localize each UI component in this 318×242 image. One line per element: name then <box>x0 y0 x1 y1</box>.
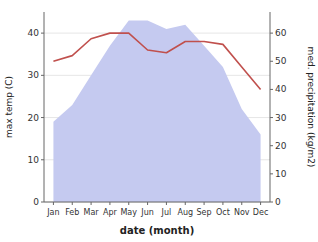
y-tick-label: 40 <box>28 28 40 38</box>
y-tick-label: 10 <box>28 155 40 165</box>
x-tick-label: Mar <box>84 208 100 217</box>
x-tick <box>222 202 223 205</box>
x-tick-label: Apr <box>103 208 118 217</box>
y-tick-label: 20 <box>28 113 40 123</box>
y2-tick-label: 60 <box>275 28 287 38</box>
y-tick <box>41 117 44 118</box>
x-tick <box>147 202 148 205</box>
grid-line <box>44 202 270 203</box>
y-tick <box>41 202 44 203</box>
x-tick-label: Jul <box>161 208 172 217</box>
x-tick <box>128 202 129 205</box>
y2-tick-label: 40 <box>275 84 287 94</box>
line <box>53 33 260 89</box>
x-tick <box>241 202 242 205</box>
x-tick-label: Jan <box>46 208 59 217</box>
x-tick <box>166 202 167 205</box>
plot-area <box>53 20 260 202</box>
y2-tick-label: 50 <box>275 56 287 66</box>
y-tick <box>41 159 44 160</box>
y2-axis-label: med. precipitation (kg/m2) <box>306 47 316 168</box>
x-tick-label: Feb <box>65 208 79 217</box>
y2-tick-label: 20 <box>275 141 287 151</box>
y-axis-label: max temp (C) <box>4 76 14 138</box>
x-tick <box>185 202 186 205</box>
y-tick-label: 0 <box>33 197 39 207</box>
x-tick-label: Jun <box>140 208 154 217</box>
x-tick-label: Nov <box>234 208 250 217</box>
x-tick <box>109 202 110 205</box>
y2-tick-label: 10 <box>275 169 287 179</box>
y-tick <box>41 75 44 76</box>
x-tick <box>53 202 54 205</box>
area <box>53 20 260 202</box>
y2-tick-label: 30 <box>275 113 287 123</box>
y2-tick <box>270 145 273 146</box>
x-axis-label: date (month) <box>120 225 194 236</box>
y2-tick <box>270 117 273 118</box>
y-axis-line <box>44 12 45 202</box>
chart: Jan Feb MarAprMayJun Jul Aug Sep Oct NovDec 0 10 2… <box>0 0 318 242</box>
y2-tick <box>270 89 273 90</box>
y2-tick <box>270 61 273 62</box>
y-tick <box>41 33 44 34</box>
x-tick-label: May <box>120 208 137 217</box>
axes: Jan Feb MarAprMayJun Jul Aug Sep Oct NovDec 0 10 2… <box>28 12 287 217</box>
y-tick-label: 30 <box>28 70 40 80</box>
x-tick-label: Sep <box>197 208 212 217</box>
y2-tick <box>270 33 273 34</box>
x-tick-label: Dec <box>253 208 268 217</box>
x-tick <box>260 202 261 205</box>
x-tick <box>204 202 205 205</box>
y2-tick <box>270 202 273 203</box>
x-tick-label: Aug <box>177 208 193 217</box>
x-tick-label: Oct <box>216 208 230 217</box>
x-tick <box>91 202 92 205</box>
y2-tick <box>270 173 273 174</box>
y2-tick-label: 0 <box>275 197 281 207</box>
x-axis-line <box>44 202 270 203</box>
x-tick <box>72 202 73 205</box>
